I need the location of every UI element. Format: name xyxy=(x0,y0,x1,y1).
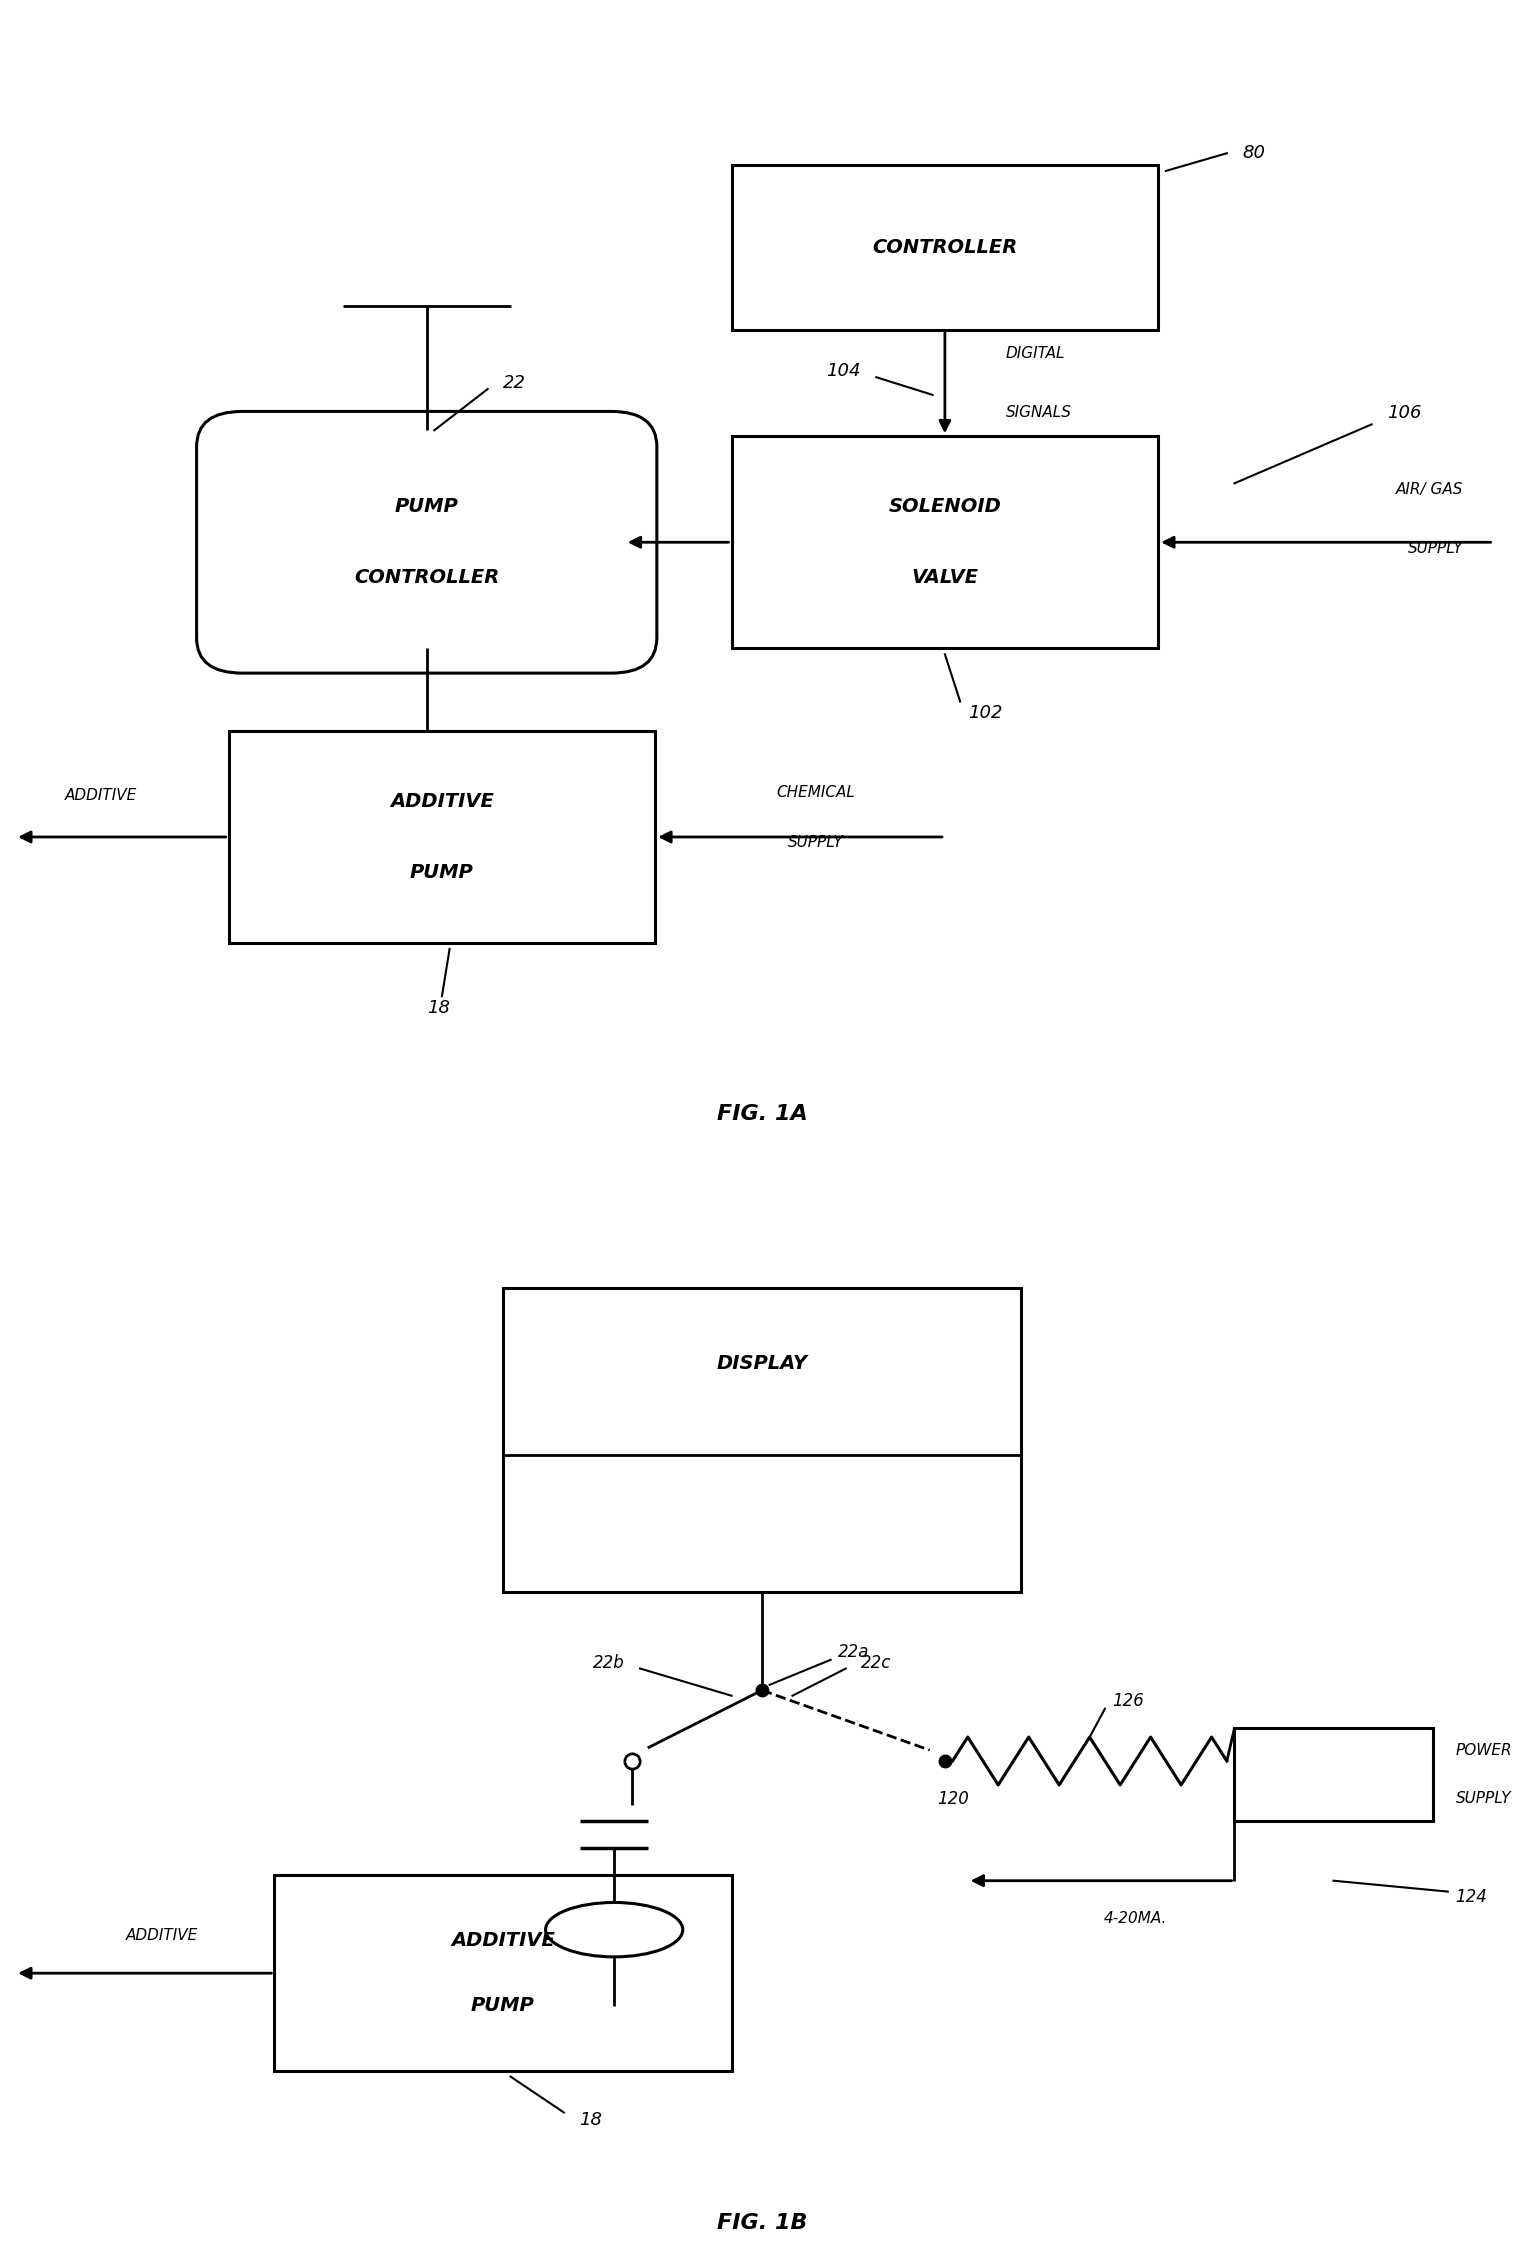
Text: SOLENOID: SOLENOID xyxy=(888,496,1001,517)
Bar xyxy=(274,1875,732,2072)
Text: ADDITIVE: ADDITIVE xyxy=(451,1931,555,1950)
Text: PUMP: PUMP xyxy=(395,496,459,517)
Text: 22b: 22b xyxy=(593,1655,625,1673)
Text: AIR/ GAS: AIR/ GAS xyxy=(1396,481,1463,496)
Text: ADDITIVE: ADDITIVE xyxy=(66,789,137,803)
Text: 80: 80 xyxy=(1242,145,1265,163)
Text: DIGITAL: DIGITAL xyxy=(1006,347,1065,360)
Ellipse shape xyxy=(546,1902,683,1956)
Text: CONTROLLER: CONTROLLER xyxy=(354,569,500,587)
Text: PUMP: PUMP xyxy=(410,864,474,882)
Bar xyxy=(732,165,1158,331)
Bar xyxy=(732,435,1158,648)
Text: SUPPLY: SUPPLY xyxy=(788,834,843,850)
Bar xyxy=(229,730,655,943)
Text: DISPLAY: DISPLAY xyxy=(716,1353,808,1374)
Text: 120: 120 xyxy=(937,1791,969,1809)
Text: CHEMICAL: CHEMICAL xyxy=(776,784,855,800)
Text: 102: 102 xyxy=(968,705,1003,723)
Bar xyxy=(503,1288,1021,1591)
Text: 126: 126 xyxy=(1113,1691,1145,1709)
Text: ADDITIVE: ADDITIVE xyxy=(126,1927,198,1943)
Text: 22: 22 xyxy=(503,374,526,392)
Text: VALVE: VALVE xyxy=(911,569,978,587)
Text: CONTROLLER: CONTROLLER xyxy=(872,238,1018,256)
Text: 4-20MA.: 4-20MA. xyxy=(1103,1911,1167,1927)
Text: POWER: POWER xyxy=(1455,1743,1512,1759)
Text: 104: 104 xyxy=(826,363,861,381)
FancyBboxPatch shape xyxy=(197,410,657,673)
Text: 106: 106 xyxy=(1387,404,1422,422)
Text: SIGNALS: SIGNALS xyxy=(1006,406,1071,419)
Text: 18: 18 xyxy=(579,2111,602,2129)
Text: SUPPLY: SUPPLY xyxy=(1408,540,1463,555)
Text: ADDITIVE: ADDITIVE xyxy=(390,791,494,812)
Text: 18: 18 xyxy=(427,1000,450,1018)
Text: 124: 124 xyxy=(1455,1888,1487,1907)
Text: 22c: 22c xyxy=(861,1655,892,1673)
Text: FIG. 1A: FIG. 1A xyxy=(716,1104,808,1124)
Text: SUPPLY: SUPPLY xyxy=(1455,1791,1510,1807)
Bar xyxy=(1234,1727,1433,1820)
Text: 22a: 22a xyxy=(838,1644,870,1662)
Text: PUMP: PUMP xyxy=(471,1997,535,2015)
Text: FIG. 1B: FIG. 1B xyxy=(716,2213,808,2233)
